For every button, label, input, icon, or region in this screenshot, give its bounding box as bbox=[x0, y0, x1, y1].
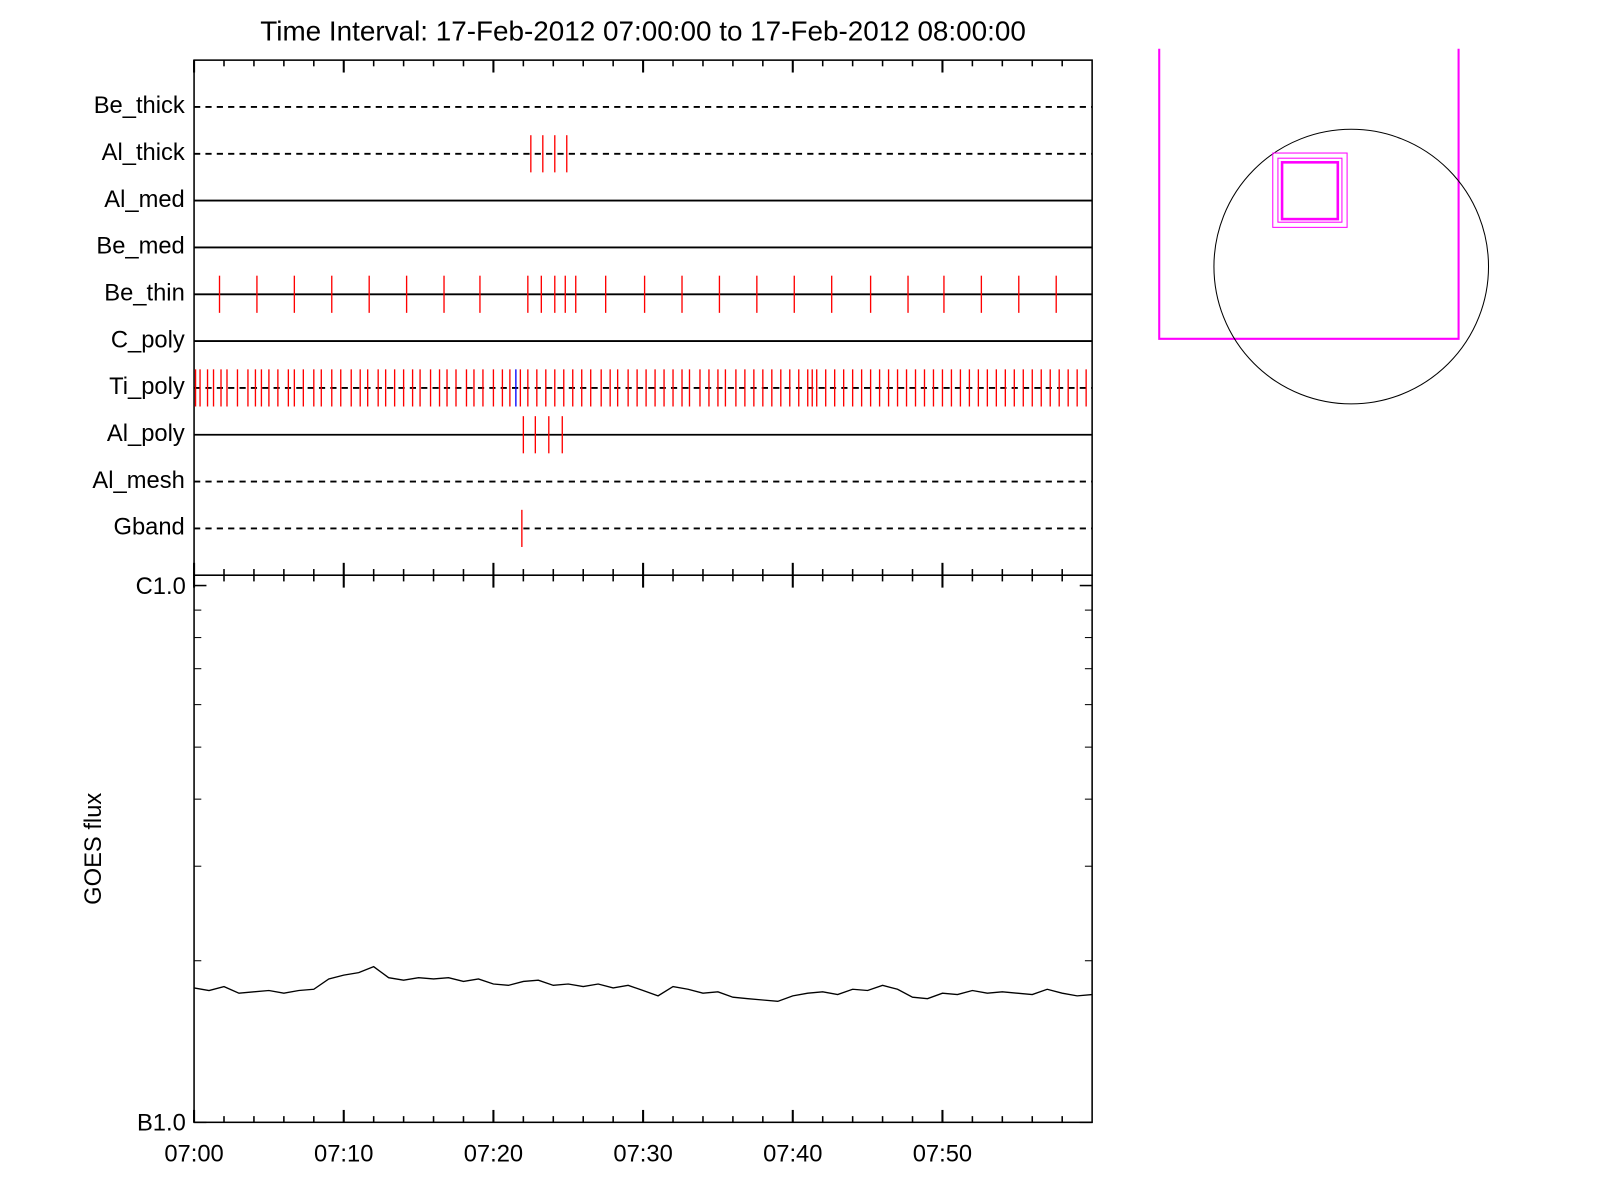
row-label: Al_thick bbox=[102, 140, 185, 166]
context-image bbox=[1158, 48, 1490, 405]
plot-frame bbox=[193, 574, 1093, 1124]
solar-disk bbox=[1213, 128, 1490, 405]
x-tick-label: 07:20 bbox=[464, 1142, 523, 1168]
row-label: Al_mesh bbox=[92, 468, 184, 494]
chart-title: Time Interval: 17-Feb-2012 07:00:00 to 1… bbox=[260, 16, 1026, 47]
row-label: Al_poly bbox=[107, 421, 185, 447]
flux-line bbox=[193, 965, 1093, 1003]
y-tick-label: C1.0 bbox=[136, 574, 186, 600]
fov-outline bbox=[1158, 48, 1460, 340]
row-label: Be_thick bbox=[94, 93, 185, 119]
x-tick-label: 07:50 bbox=[913, 1142, 972, 1168]
x-tick-label: 07:00 bbox=[164, 1142, 223, 1168]
row-label: Be_thin bbox=[104, 281, 185, 307]
roi-box bbox=[1277, 157, 1343, 223]
plot-frame bbox=[193, 59, 1093, 576]
x-tick-label: 07:10 bbox=[314, 1142, 373, 1168]
x-tick-label: 07:40 bbox=[763, 1142, 822, 1168]
row-label: C_poly bbox=[111, 327, 185, 353]
y-axis-label: GOES flux bbox=[81, 793, 107, 905]
row-label: Al_med bbox=[104, 187, 184, 213]
row-label: Ti_poly bbox=[109, 374, 185, 400]
row-label: Be_med bbox=[96, 234, 184, 260]
roi-box bbox=[1280, 161, 1340, 221]
x-tick-label: 07:30 bbox=[613, 1142, 672, 1168]
y-tick-label: B1.0 bbox=[137, 1111, 186, 1137]
roi-box bbox=[1272, 152, 1348, 228]
row-label: Gband bbox=[114, 515, 185, 541]
